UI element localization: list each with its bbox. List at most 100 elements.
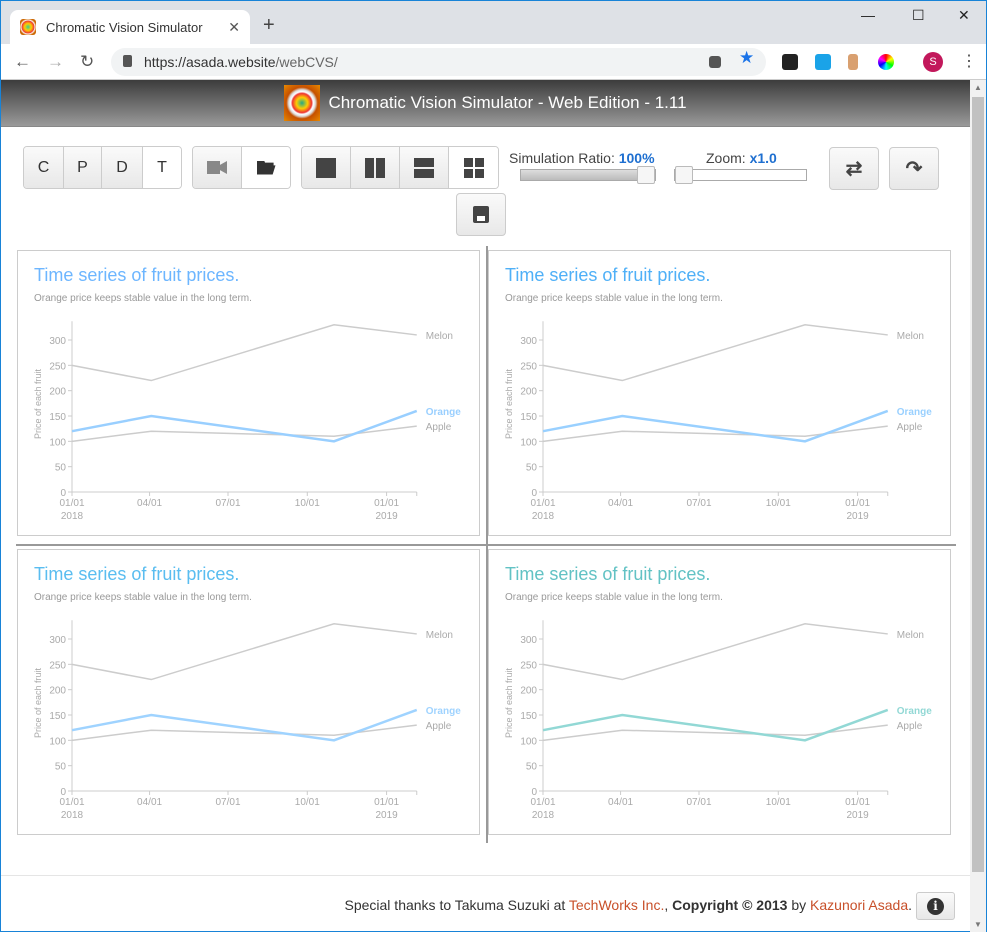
layout-columns-button[interactable] bbox=[351, 147, 400, 188]
chart-subtitle: Orange price keeps stable value in the l… bbox=[505, 293, 723, 304]
series-line-apple bbox=[71, 724, 417, 742]
maximize-button[interactable]: ☐ bbox=[912, 7, 925, 23]
series-label-melon: Melon bbox=[897, 630, 924, 641]
swap-button[interactable]: ⇄ bbox=[829, 147, 879, 190]
tab-title: Chromatic Vision Simulator bbox=[46, 19, 203, 35]
credits: Special thanks to Takuma Suzuki at TechW… bbox=[345, 897, 913, 913]
slider-handle[interactable] bbox=[637, 166, 655, 184]
share-button[interactable]: ↷ bbox=[889, 147, 939, 190]
x-tick-label: 01/01 bbox=[374, 797, 399, 808]
x-tick-label: 01/01 bbox=[59, 498, 84, 509]
simulation-panel-4: Time series of fruit prices. Orange price… bbox=[488, 549, 951, 835]
y-tick-label: 0 bbox=[60, 488, 66, 499]
horizontal-split-handle[interactable] bbox=[16, 544, 956, 546]
swap-arrows-icon: ⇄ bbox=[845, 158, 863, 180]
browser-tab[interactable]: Chromatic Vision Simulator ✕ bbox=[10, 10, 250, 44]
author-link[interactable]: Kazunori Asada bbox=[810, 897, 909, 913]
bookmark-star-icon[interactable]: ★ bbox=[739, 48, 755, 67]
reload-icon[interactable]: ↻ bbox=[80, 52, 95, 71]
x-tick-year: 2019 bbox=[846, 810, 869, 821]
mode-t-button[interactable]: T bbox=[143, 147, 181, 188]
extension-grid-icon[interactable] bbox=[782, 54, 798, 70]
y-tick-label: 0 bbox=[531, 787, 537, 798]
y-tick-label: 300 bbox=[520, 635, 537, 646]
profile-avatar[interactable]: S bbox=[923, 52, 943, 72]
mode-d-button[interactable]: D bbox=[102, 147, 143, 188]
browser-toolbar: ← → ↻ https://asada.website/webCVS/ ★ S … bbox=[1, 44, 986, 80]
minimize-button[interactable]: — bbox=[861, 7, 875, 23]
y-tick-label: 150 bbox=[520, 412, 537, 423]
x-tick-year: 2018 bbox=[532, 511, 555, 522]
new-tab-button[interactable]: + bbox=[263, 14, 275, 36]
techworks-link[interactable]: TechWorks Inc. bbox=[568, 897, 665, 913]
scroll-up-icon[interactable]: ▲ bbox=[974, 83, 982, 92]
scrollbar-thumb[interactable] bbox=[972, 97, 984, 872]
series-line-melon bbox=[542, 324, 888, 382]
series-label-melon: Melon bbox=[426, 630, 453, 641]
save-button[interactable] bbox=[456, 193, 506, 236]
sim-ratio-value: 100% bbox=[618, 150, 655, 166]
extension-sign-icon[interactable] bbox=[848, 54, 858, 70]
x-tick-year: 2019 bbox=[375, 810, 398, 821]
x-tick-label: 10/01 bbox=[295, 797, 320, 808]
url-host: https://asada.website bbox=[144, 54, 276, 70]
layout-single-button[interactable] bbox=[302, 147, 351, 188]
scrollbar[interactable]: ▲ ▼ bbox=[970, 80, 986, 932]
extension-bl-icon[interactable] bbox=[815, 54, 831, 70]
back-icon[interactable]: ← bbox=[14, 52, 31, 71]
x-tick-year: 2019 bbox=[375, 511, 398, 522]
y-tick-label: 100 bbox=[49, 736, 66, 747]
y-tick-label: 250 bbox=[49, 660, 66, 671]
y-tick-label: 250 bbox=[520, 660, 537, 671]
camera-button[interactable] bbox=[193, 147, 242, 188]
separator: , bbox=[664, 897, 673, 913]
x-tick-year: 2018 bbox=[61, 810, 84, 821]
series-line-orange bbox=[542, 708, 889, 742]
layout-rows-button[interactable] bbox=[400, 147, 449, 188]
chart-title: Time series of fruit prices. bbox=[34, 265, 239, 285]
y-tick-label: 100 bbox=[520, 437, 537, 448]
y-tick-label: 0 bbox=[60, 787, 66, 798]
rows-icon bbox=[414, 157, 434, 178]
forward-icon[interactable]: → bbox=[47, 52, 64, 71]
menu-icon[interactable]: ⋮ bbox=[961, 53, 977, 70]
x-tick-label: 10/01 bbox=[766, 498, 791, 509]
app-title: Chromatic Vision Simulator - Web Edition… bbox=[328, 93, 687, 112]
x-tick-year: 2018 bbox=[61, 511, 84, 522]
chart-3: Time series of fruit prices. Orange price… bbox=[33, 564, 461, 821]
sim-ratio-slider[interactable] bbox=[520, 166, 656, 184]
layout-grid-button[interactable] bbox=[449, 147, 498, 188]
y-tick-label: 300 bbox=[49, 336, 66, 347]
close-window-button[interactable]: ✕ bbox=[958, 7, 970, 23]
scroll-down-icon[interactable]: ▼ bbox=[974, 920, 982, 929]
mode-p-button[interactable]: P bbox=[64, 147, 102, 188]
mode-c-button[interactable]: C bbox=[24, 147, 64, 188]
x-tick-label: 01/01 bbox=[845, 797, 870, 808]
square-icon bbox=[316, 157, 336, 178]
zoom-value: x1.0 bbox=[749, 150, 777, 166]
chart-2: Time series of fruit prices. Orange price… bbox=[504, 265, 932, 522]
layout-group bbox=[301, 146, 499, 189]
address-bar[interactable]: https://asada.website/webCVS/ bbox=[111, 48, 766, 76]
folder-open-icon bbox=[256, 160, 276, 175]
y-tick-label: 200 bbox=[520, 686, 537, 697]
slider-handle[interactable] bbox=[675, 166, 693, 184]
series-label-melon: Melon bbox=[426, 331, 453, 342]
series-label-orange: Orange bbox=[426, 407, 461, 418]
app-header: Chromatic Vision Simulator - Web Edition… bbox=[1, 80, 970, 127]
x-tick-year: 2018 bbox=[532, 810, 555, 821]
extension-color-icon[interactable] bbox=[878, 54, 894, 70]
x-tick-label: 04/01 bbox=[608, 498, 633, 509]
blocked-popup-icon[interactable] bbox=[709, 56, 721, 68]
x-tick-label: 01/01 bbox=[530, 498, 555, 509]
y-tick-label: 100 bbox=[520, 736, 537, 747]
share-arrow-icon: ↷ bbox=[905, 158, 923, 180]
zoom-slider[interactable] bbox=[674, 166, 807, 184]
y-axis-label: Price of each fruit bbox=[504, 667, 514, 738]
info-button[interactable]: i bbox=[916, 892, 955, 920]
x-tick-label: 10/01 bbox=[295, 498, 320, 509]
open-file-button[interactable] bbox=[242, 147, 290, 188]
simulation-panel-3: Time series of fruit prices. Orange price… bbox=[17, 549, 480, 835]
credits-text: Special thanks to Takuma Suzuki at bbox=[344, 897, 569, 913]
close-tab-icon[interactable]: ✕ bbox=[228, 18, 240, 35]
